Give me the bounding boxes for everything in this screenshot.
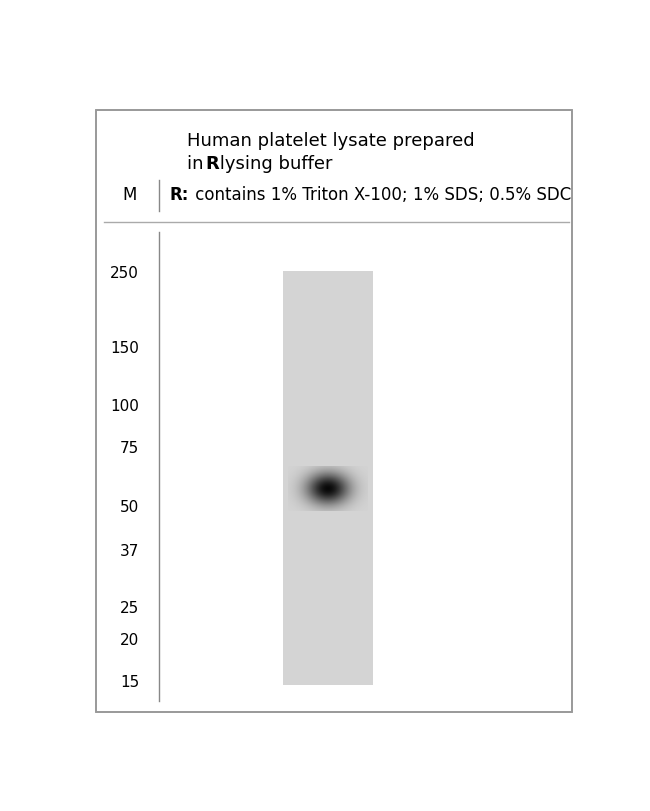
Text: 150: 150 [111, 341, 139, 355]
FancyBboxPatch shape [96, 109, 573, 712]
Text: 37: 37 [120, 544, 139, 559]
Text: 50: 50 [120, 500, 139, 515]
Bar [283, 271, 373, 685]
Text: 100: 100 [111, 400, 139, 414]
Text: R: R [205, 155, 220, 173]
Text: 250: 250 [111, 266, 139, 281]
Text: 75: 75 [120, 441, 139, 457]
Text: Human platelet lysate prepared: Human platelet lysate prepared [187, 132, 474, 150]
Text: M: M [122, 187, 136, 204]
Text: 15: 15 [120, 675, 139, 690]
Text: 20: 20 [120, 633, 139, 648]
Text: contains 1% Triton X-100; 1% SDS; 0.5% SDC: contains 1% Triton X-100; 1% SDS; 0.5% S… [190, 187, 571, 204]
Text: 25: 25 [120, 601, 139, 616]
Text: lysing buffer: lysing buffer [214, 155, 333, 173]
Text: in: in [187, 155, 209, 173]
Text: R:: R: [170, 187, 188, 204]
